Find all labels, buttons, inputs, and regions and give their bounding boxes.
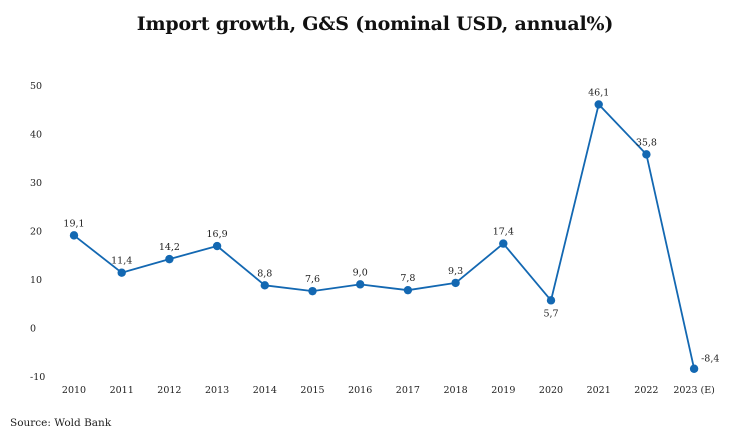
x-tick-label: 2015 bbox=[300, 385, 324, 396]
data-label: 17,4 bbox=[493, 227, 514, 238]
data-point bbox=[689, 364, 699, 373]
data-label: -8,4 bbox=[701, 354, 719, 365]
data-point bbox=[308, 286, 317, 296]
data-label: 7,8 bbox=[400, 273, 415, 284]
data-label: 7,6 bbox=[305, 274, 320, 285]
data-point bbox=[451, 278, 460, 288]
data-label: 11,4 bbox=[111, 256, 132, 267]
data-point bbox=[260, 281, 269, 290]
y-tick-label: 0 bbox=[30, 324, 36, 335]
data-point bbox=[165, 254, 174, 264]
data-label: 19,1 bbox=[63, 218, 84, 229]
series-line bbox=[73, 103, 695, 369]
data-label: 8,8 bbox=[257, 268, 272, 279]
y-tick-label: 30 bbox=[30, 178, 42, 189]
data-point bbox=[69, 231, 79, 240]
x-tick-label: 2012 bbox=[157, 385, 181, 396]
y-tick-label: 50 bbox=[30, 81, 42, 92]
chart-title: Import growth, G&S (nominal USD, annual%… bbox=[136, 13, 614, 35]
x-tick-label: 2010 bbox=[62, 385, 86, 396]
x-tick-label: 2014 bbox=[253, 385, 277, 396]
data-point bbox=[117, 268, 126, 277]
data-label: 35,8 bbox=[636, 137, 657, 148]
data-label: 16,9 bbox=[207, 229, 228, 240]
x-tick-label: 2013 bbox=[205, 385, 229, 396]
x-tick-label: 2011 bbox=[110, 385, 134, 396]
x-tick-label: 2019 bbox=[491, 385, 515, 396]
x-tick-label: 2017 bbox=[396, 385, 420, 396]
x-tick-label: 2018 bbox=[444, 385, 468, 396]
x-tick-label: 2021 bbox=[587, 385, 611, 396]
x-tick-label: 2016 bbox=[348, 385, 372, 396]
data-label: 9,3 bbox=[448, 266, 463, 277]
data-point bbox=[642, 150, 651, 159]
data-point bbox=[403, 285, 413, 295]
data-label: 9,0 bbox=[353, 267, 368, 278]
source-note: Source: Wold Bank bbox=[10, 417, 112, 429]
x-tick-label: 2022 bbox=[634, 385, 658, 396]
y-tick-label: -10 bbox=[30, 372, 45, 383]
x-tick-label: 2020 bbox=[539, 385, 563, 396]
y-tick-label: 40 bbox=[30, 130, 42, 141]
data-label: 5,7 bbox=[543, 308, 558, 319]
data-point bbox=[546, 296, 556, 305]
data-label: 46,1 bbox=[588, 87, 609, 98]
data-point bbox=[499, 239, 508, 248]
x-tick-label: 2023 (E) bbox=[673, 385, 715, 396]
data-point bbox=[356, 280, 365, 289]
y-tick-label: 20 bbox=[30, 227, 42, 238]
data-label: 14,2 bbox=[159, 242, 180, 253]
data-point bbox=[594, 100, 603, 109]
y-tick-label: 10 bbox=[30, 275, 42, 286]
data-point bbox=[212, 241, 222, 251]
